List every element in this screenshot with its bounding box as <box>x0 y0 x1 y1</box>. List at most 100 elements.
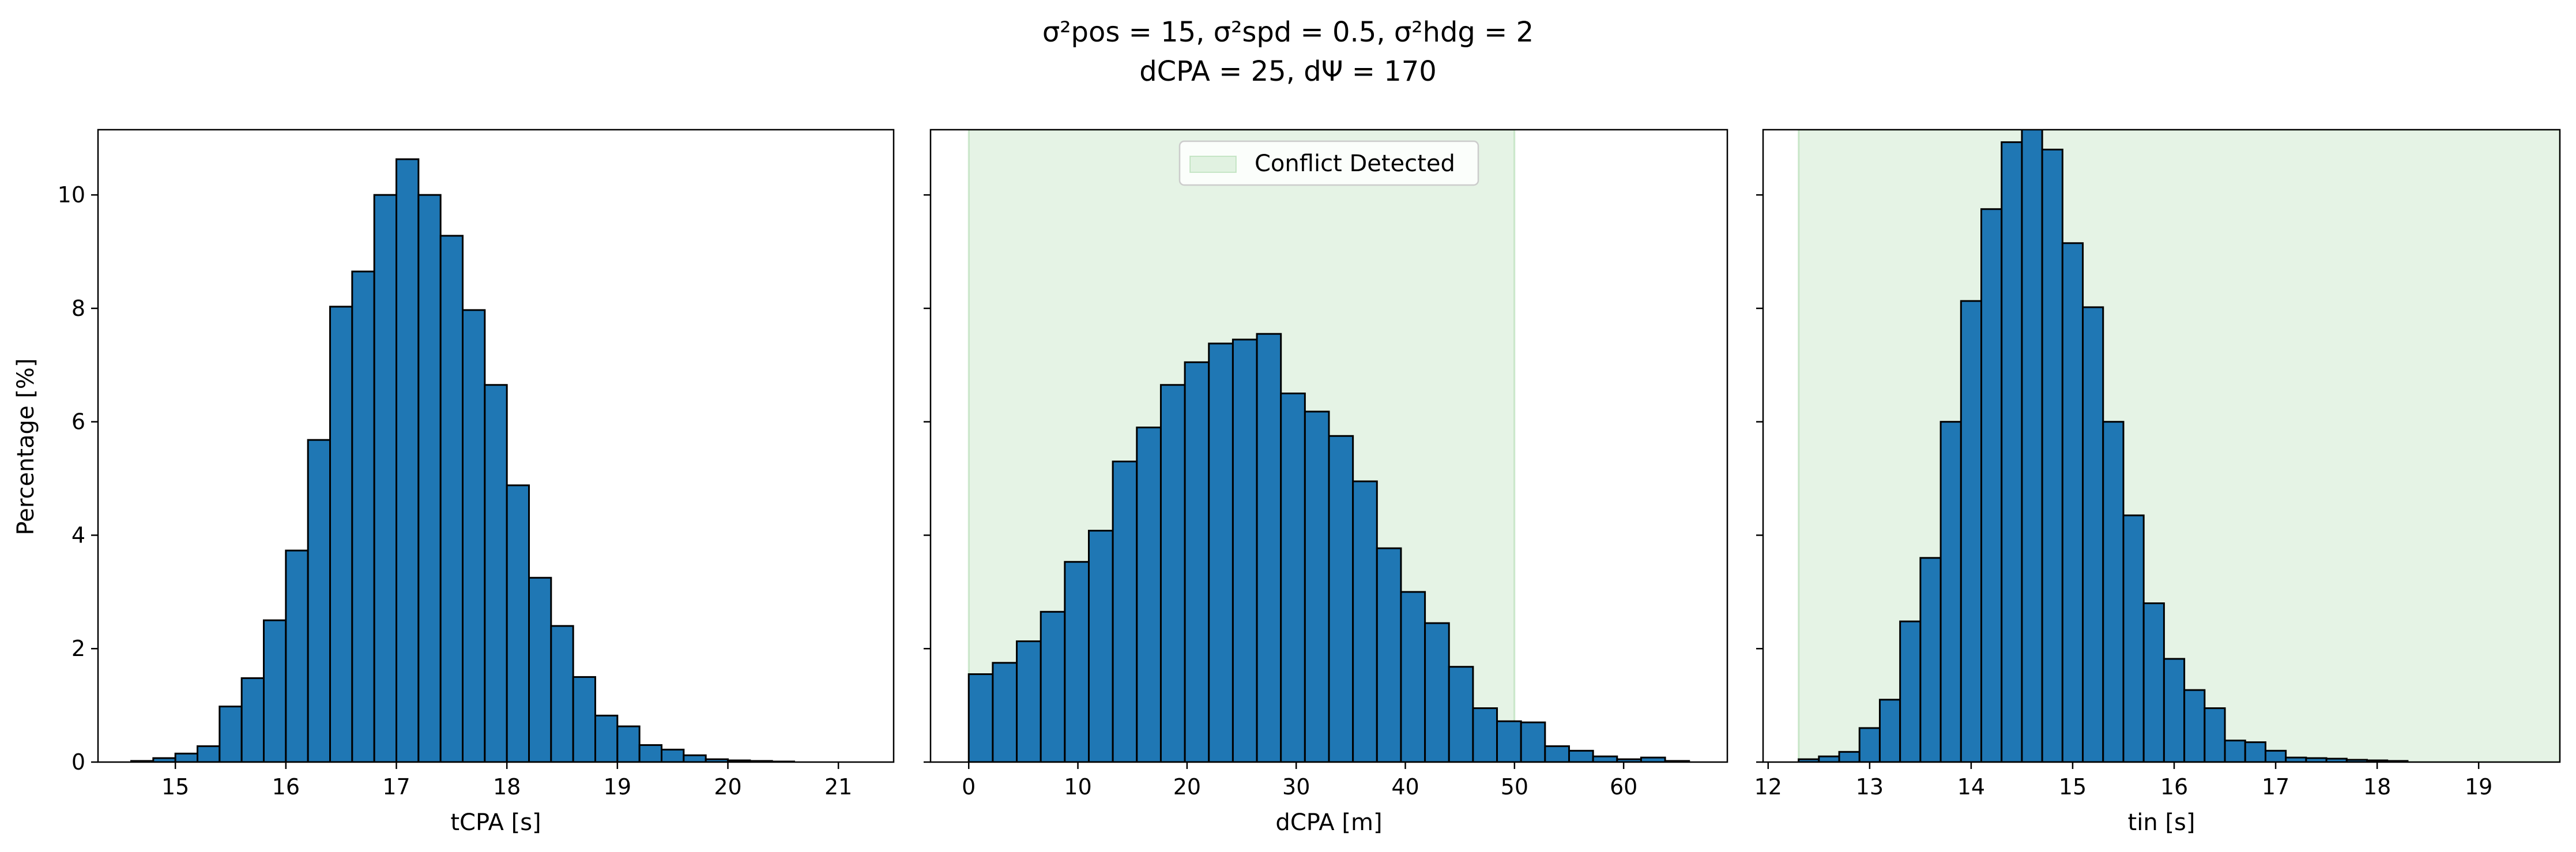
histogram-bar <box>1878 699 1901 762</box>
histogram-bar <box>174 752 198 762</box>
x-tick-label: 17 <box>2262 774 2289 800</box>
x-tick-label: 50 <box>1501 774 1528 800</box>
histogram-bar <box>528 576 552 762</box>
histogram-bar <box>2082 306 2104 762</box>
histogram-bar <box>1919 557 1942 762</box>
histogram-bar <box>396 158 420 762</box>
figure-title-line-1: σ²pos = 15, σ²spd = 0.5, σ²hdg = 2 <box>1042 16 1534 48</box>
histogram-bar <box>2122 514 2145 762</box>
histogram-bar <box>2061 242 2084 762</box>
histogram-bar <box>1858 727 1881 762</box>
histogram-bar <box>2142 602 2165 762</box>
histogram-bar <box>2264 749 2287 762</box>
x-tick-label: 18 <box>493 774 521 800</box>
histogram-bar <box>2001 141 2023 762</box>
histogram-bar <box>329 306 353 762</box>
histogram-bar <box>616 725 641 762</box>
axes-frame <box>1762 129 2561 763</box>
x-tick-label: 0 <box>962 774 976 800</box>
histogram-bar <box>1184 361 1210 762</box>
histogram-bar <box>2021 130 2043 762</box>
histogram-bar <box>1136 427 1162 762</box>
histogram-bar <box>1208 342 1234 762</box>
histogram-bar <box>967 673 994 762</box>
histogram-bar <box>1328 435 1354 762</box>
histogram-bar <box>572 676 597 762</box>
legend: Conflict Detected <box>1178 140 1479 186</box>
plot-area-tin <box>1798 130 2560 762</box>
y-tick-label: 10 <box>58 182 85 208</box>
x-tick-label: 19 <box>2465 774 2492 800</box>
x-tick-label: 19 <box>604 774 631 800</box>
histogram-bar <box>439 235 464 762</box>
axes-frame <box>929 129 1728 763</box>
histogram-bar <box>1640 756 1666 762</box>
histogram-bar <box>240 677 265 762</box>
histogram-bar <box>1980 208 2003 762</box>
histogram-bar <box>2102 421 2125 762</box>
y-axis-label: Percentage [%] <box>13 359 39 536</box>
histogram-bar <box>351 270 375 762</box>
histogram-bar <box>550 625 574 762</box>
histogram-bar <box>2183 689 2206 762</box>
x-tick-label: 40 <box>1391 774 1419 800</box>
x-tick-label: 21 <box>824 774 852 800</box>
histogram-bar <box>263 619 287 762</box>
x-tick-label: 12 <box>1754 774 1782 800</box>
histogram-bar <box>197 745 221 762</box>
histogram-bar <box>2224 740 2246 762</box>
plot-area-dcpa <box>967 130 1690 762</box>
histogram-bar <box>638 744 662 762</box>
x-tick-label: 18 <box>2363 774 2391 800</box>
histogram-bar <box>2163 658 2186 762</box>
histogram-bar <box>506 484 530 762</box>
histogram-bar <box>219 706 243 762</box>
x-tick-label: 10 <box>1064 774 1091 800</box>
axes-frame <box>97 129 895 763</box>
histogram-bar <box>373 194 398 762</box>
x-axis-label: tin [s] <box>2128 809 2195 836</box>
histogram-bar <box>1231 338 1258 762</box>
histogram-bar <box>1544 745 1570 762</box>
x-tick-label: 15 <box>2059 774 2087 800</box>
x-axis-label: dCPA [m] <box>1275 809 1382 836</box>
plot-area-tcpa <box>130 158 795 762</box>
histogram-bar <box>1448 666 1474 762</box>
x-tick-label: 20 <box>1173 774 1201 800</box>
x-tick-label: 60 <box>1610 774 1637 800</box>
x-tick-label: 15 <box>161 774 189 800</box>
histogram-bar <box>2244 741 2266 762</box>
histogram-bar <box>1838 751 1861 762</box>
histogram-bar <box>1899 620 1922 762</box>
figure-title-line-2: dCPA = 25, dΨ = 170 <box>1139 55 1437 88</box>
histogram-bar <box>1352 480 1378 762</box>
legend-label: Conflict Detected <box>1255 150 1455 177</box>
histogram-bar <box>1520 721 1546 762</box>
histogram-bar <box>1112 461 1138 762</box>
histogram-bar <box>1040 610 1066 762</box>
histogram-bar <box>307 439 332 762</box>
histogram-bar <box>285 549 309 762</box>
y-tick-label: 0 <box>71 749 85 775</box>
histogram-bar <box>1280 392 1306 762</box>
y-tick-label: 6 <box>71 409 85 435</box>
histogram-bar <box>1400 591 1426 762</box>
histogram-bar <box>2041 148 2063 762</box>
x-tick-label: 17 <box>382 774 410 800</box>
x-tick-label: 16 <box>272 774 300 800</box>
y-tick-label: 2 <box>71 636 85 661</box>
histogram-bar <box>1496 720 1522 762</box>
x-tick-label: 14 <box>1957 774 1985 800</box>
histogram-bar <box>1472 707 1498 762</box>
histogram-bar <box>1568 749 1594 762</box>
histogram-bar <box>1256 333 1282 762</box>
histogram-bar <box>2204 707 2226 762</box>
histogram-bar <box>1088 530 1114 762</box>
histogram-bar <box>1424 622 1450 762</box>
x-axis-label: tCPA [s] <box>450 809 541 836</box>
histogram-bar <box>1818 755 1840 762</box>
histogram-bar <box>661 748 685 762</box>
histogram-bar <box>992 662 1018 762</box>
panel-tcpa: 15 16 17 18 19 20 21 0 2 4 6 8 10 tCPA [s] <box>58 129 895 836</box>
